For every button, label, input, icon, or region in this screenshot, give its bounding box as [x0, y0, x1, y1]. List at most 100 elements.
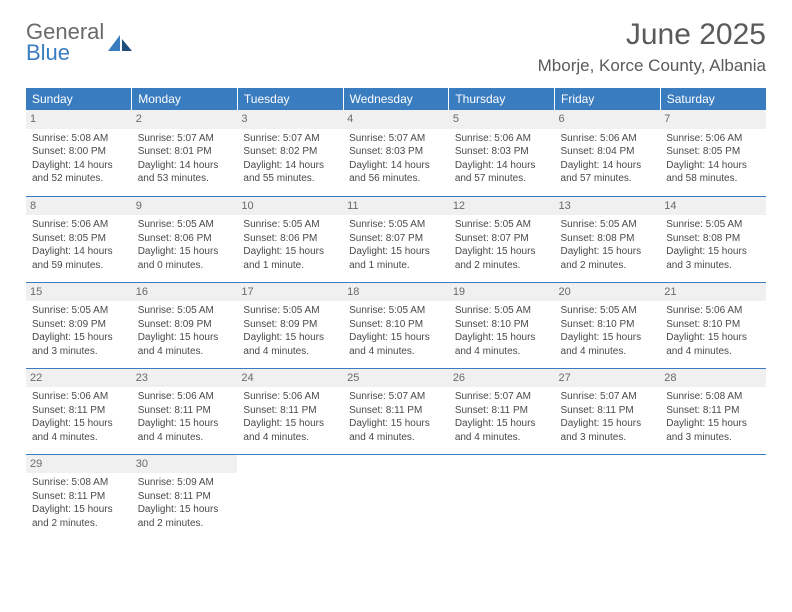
sunset-text: Sunset: 8:11 PM [138, 404, 232, 418]
weekday-header: Sunday [26, 88, 132, 110]
sunrise-text: Sunrise: 5:07 AM [455, 390, 549, 404]
sunset-text: Sunset: 8:11 PM [561, 404, 655, 418]
calendar-day-cell: 2Sunrise: 5:07 AMSunset: 8:01 PMDaylight… [132, 110, 238, 196]
daylight-text: Daylight: 15 hours and 2 minutes. [138, 503, 232, 530]
sunset-text: Sunset: 8:10 PM [455, 318, 549, 332]
calendar-day-cell: 1 Sunrise: 5:08 AMSunset: 8:00 PMDaylight… [26, 110, 132, 196]
calendar-week-row: 8Sunrise: 5:06 AMSunset: 8:05 PMDaylight… [26, 196, 766, 282]
day-number: 5 [449, 110, 555, 129]
calendar-day-cell: 24Sunrise: 5:06 AMSunset: 8:11 PMDayligh… [237, 368, 343, 454]
daylight-text: Daylight: 15 hours and 4 minutes. [666, 331, 760, 358]
daylight-text: Daylight: 14 hours and 52 minutes. [32, 159, 126, 186]
sunset-text: Sunset: 8:10 PM [349, 318, 443, 332]
sunrise-text: Sunrise: 5:06 AM [561, 132, 655, 146]
calendar-day-cell: 21Sunrise: 5:06 AMSunset: 8:10 PMDayligh… [660, 282, 766, 368]
sunrise-text: Sunrise: 5:05 AM [138, 218, 232, 232]
sunset-text: Sunset: 8:04 PM [561, 145, 655, 159]
sunrise-text: Sunrise: 5:05 AM [243, 304, 337, 318]
daylight-text: Daylight: 15 hours and 4 minutes. [455, 331, 549, 358]
day-number: 12 [449, 197, 555, 216]
weekday-header: Wednesday [343, 88, 449, 110]
sunrise-text: Sunrise: 5:06 AM [32, 390, 126, 404]
daylight-text: Daylight: 15 hours and 2 minutes. [32, 503, 126, 530]
weekday-header: Saturday [660, 88, 766, 110]
sunset-text: Sunset: 8:09 PM [138, 318, 232, 332]
calendar-day-cell: 6 Sunrise: 5:06 AMSunset: 8:04 PMDaylight… [555, 110, 661, 196]
sunrise-text: Sunrise: 5:06 AM [138, 390, 232, 404]
sunrise-text: Sunrise: 5:07 AM [138, 132, 232, 146]
daylight-text: Daylight: 14 hours and 55 minutes. [243, 159, 337, 186]
weekday-header: Friday [555, 88, 661, 110]
sunrise-text: Sunrise: 5:05 AM [32, 304, 126, 318]
calendar-day-cell: 10Sunrise: 5:05 AMSunset: 8:06 PMDayligh… [237, 196, 343, 282]
sunrise-text: Sunrise: 5:07 AM [561, 390, 655, 404]
calendar-day-cell: 22Sunrise: 5:06 AMSunset: 8:11 PMDayligh… [26, 368, 132, 454]
sunrise-text: Sunrise: 5:09 AM [138, 476, 232, 490]
sunrise-text: Sunrise: 5:06 AM [243, 390, 337, 404]
sunset-text: Sunset: 8:03 PM [455, 145, 549, 159]
sunrise-text: Sunrise: 5:08 AM [32, 132, 126, 146]
calendar-day-cell: 11Sunrise: 5:05 AMSunset: 8:07 PMDayligh… [343, 196, 449, 282]
day-number: 3 [237, 110, 343, 129]
calendar-day-cell: 27Sunrise: 5:07 AMSunset: 8:11 PMDayligh… [555, 368, 661, 454]
calendar-day-cell [237, 454, 343, 540]
daylight-text: Daylight: 14 hours and 57 minutes. [561, 159, 655, 186]
day-number: 8 [26, 197, 132, 216]
calendar-day-cell [343, 454, 449, 540]
daylight-text: Daylight: 15 hours and 3 minutes. [561, 417, 655, 444]
header: General Blue June 2025 Mborje, Korce Cou… [26, 18, 766, 76]
calendar-day-cell: 12 Sunrise: 5:05 AMSunset: 8:07 PMDayligh… [449, 196, 555, 282]
month-title: June 2025 [538, 18, 766, 52]
sunrise-text: Sunrise: 5:06 AM [455, 132, 549, 146]
day-number: 19 [449, 283, 555, 302]
day-number: 6 [555, 110, 661, 129]
day-number: 30 [132, 455, 238, 474]
daylight-text: Daylight: 15 hours and 4 minutes. [349, 417, 443, 444]
day-number: 9 [132, 197, 238, 216]
sunset-text: Sunset: 8:10 PM [561, 318, 655, 332]
day-number: 26 [449, 369, 555, 388]
day-number: 15 [26, 283, 132, 302]
calendar-day-cell: 7Sunrise: 5:06 AMSunset: 8:05 PMDaylight… [660, 110, 766, 196]
sunrise-text: Sunrise: 5:05 AM [455, 218, 549, 232]
day-number: 1 [26, 110, 132, 129]
sunrise-text: Sunrise: 5:07 AM [349, 132, 443, 146]
sunset-text: Sunset: 8:11 PM [32, 404, 126, 418]
day-number: 22 [26, 369, 132, 388]
day-number: 18 [343, 283, 449, 302]
daylight-text: Daylight: 15 hours and 0 minutes. [138, 245, 232, 272]
sunset-text: Sunset: 8:00 PM [32, 145, 126, 159]
calendar-table: Sunday Monday Tuesday Wednesday Thursday… [26, 88, 766, 540]
sunset-text: Sunset: 8:09 PM [243, 318, 337, 332]
logo-text: General Blue [26, 22, 104, 64]
calendar-day-cell: 13Sunrise: 5:05 AMSunset: 8:08 PMDayligh… [555, 196, 661, 282]
daylight-text: Daylight: 15 hours and 3 minutes. [666, 245, 760, 272]
daylight-text: Daylight: 15 hours and 4 minutes. [138, 331, 232, 358]
sunrise-text: Sunrise: 5:08 AM [666, 390, 760, 404]
daylight-text: Daylight: 14 hours and 53 minutes. [138, 159, 232, 186]
location-text: Mborje, Korce County, Albania [538, 56, 766, 76]
sunset-text: Sunset: 8:09 PM [32, 318, 126, 332]
sunset-text: Sunset: 8:01 PM [138, 145, 232, 159]
calendar-day-cell: 4Sunrise: 5:07 AMSunset: 8:03 PMDaylight… [343, 110, 449, 196]
calendar-day-cell: 9Sunrise: 5:05 AMSunset: 8:06 PMDaylight… [132, 196, 238, 282]
weekday-header: Tuesday [237, 88, 343, 110]
calendar-day-cell [449, 454, 555, 540]
sunset-text: Sunset: 8:07 PM [455, 232, 549, 246]
day-number: 11 [343, 197, 449, 216]
day-number: 25 [343, 369, 449, 388]
day-number: 7 [660, 110, 766, 129]
sunrise-text: Sunrise: 5:05 AM [138, 304, 232, 318]
sunrise-text: Sunrise: 5:05 AM [666, 218, 760, 232]
sunset-text: Sunset: 8:05 PM [666, 145, 760, 159]
day-number: 10 [237, 197, 343, 216]
daylight-text: Daylight: 14 hours and 57 minutes. [455, 159, 549, 186]
daylight-text: Daylight: 15 hours and 2 minutes. [455, 245, 549, 272]
sunrise-text: Sunrise: 5:07 AM [349, 390, 443, 404]
sunset-text: Sunset: 8:11 PM [32, 490, 126, 504]
logo-sail-icon [106, 33, 134, 53]
day-number: 24 [237, 369, 343, 388]
sunset-text: Sunset: 8:02 PM [243, 145, 337, 159]
calendar-day-cell: 20Sunrise: 5:05 AMSunset: 8:10 PMDayligh… [555, 282, 661, 368]
sunrise-text: Sunrise: 5:06 AM [666, 132, 760, 146]
